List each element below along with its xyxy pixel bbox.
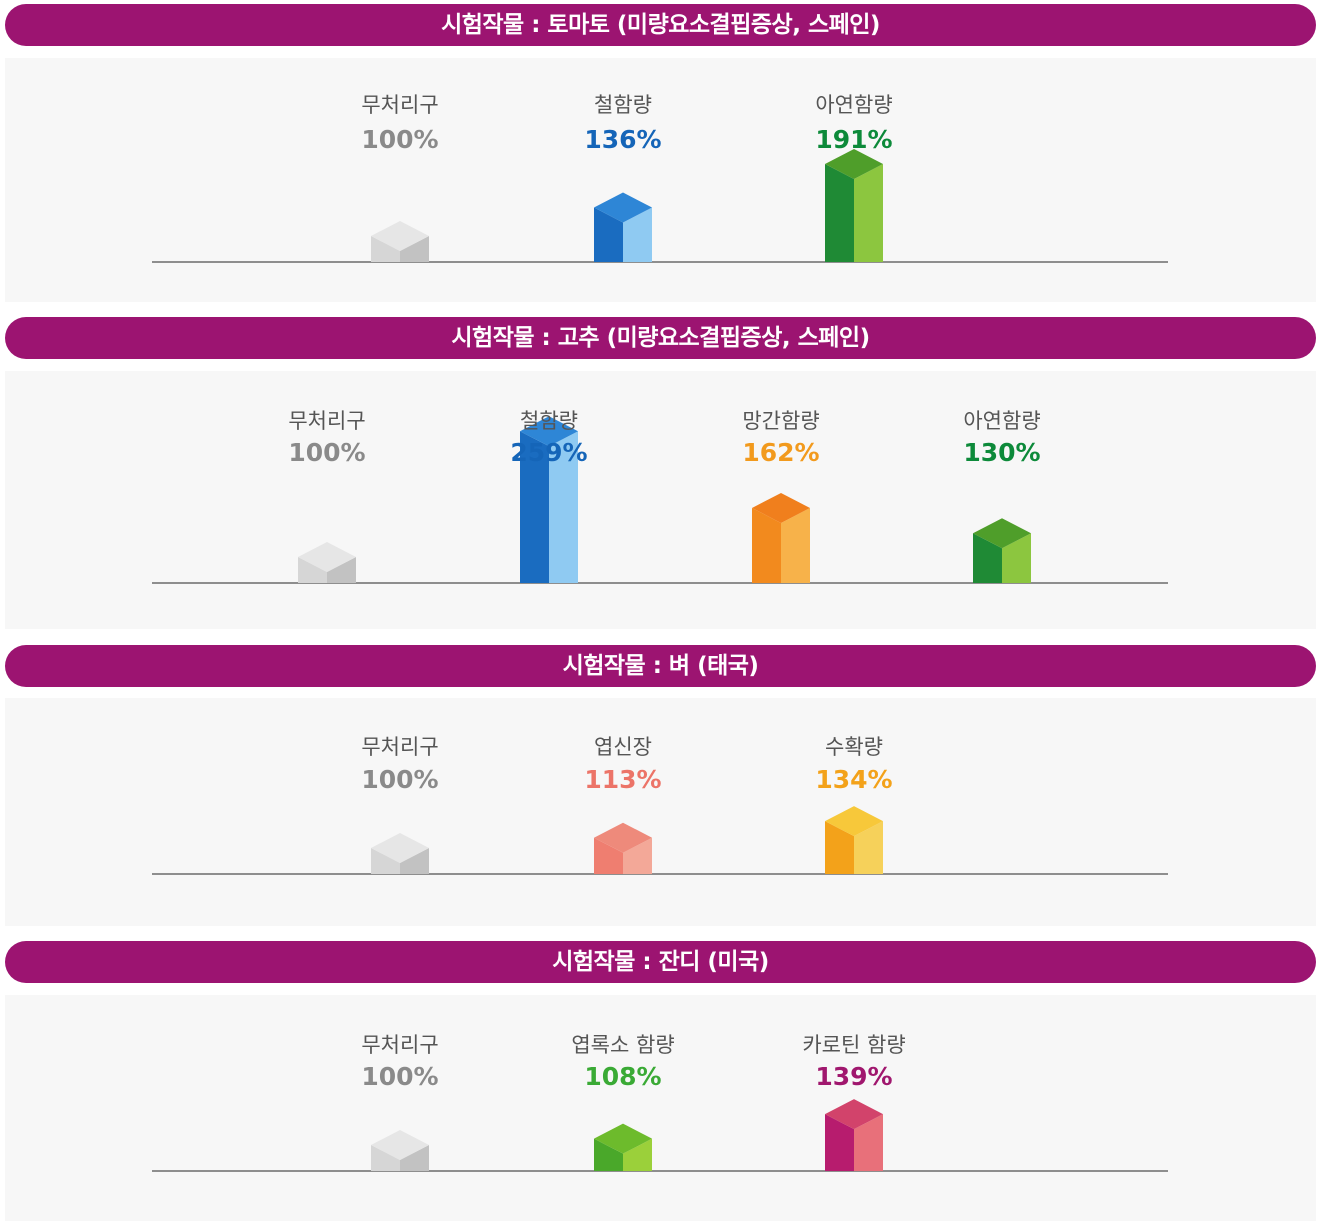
value-label: 100% [361, 1062, 438, 1091]
value-label: 134% [815, 765, 892, 794]
value-label: 100% [361, 125, 438, 154]
value-label: 108% [584, 1062, 661, 1091]
category-label: 철함량 [594, 93, 652, 117]
bar-face-left [371, 848, 400, 874]
bar-face-top [594, 192, 652, 223]
bar-face-top [973, 518, 1031, 549]
chart-title-3: 시험작물 : 벼 (태국) [5, 645, 1316, 687]
value-label: 259% [510, 438, 587, 467]
bar-4 [973, 518, 1031, 583]
bar-face-left [298, 557, 327, 583]
bar-face-right [327, 557, 356, 583]
bar-face-left [520, 431, 549, 583]
value-label: 191% [815, 125, 892, 154]
value-label: 130% [963, 438, 1040, 467]
bar-face-left [973, 533, 1002, 583]
category-label: 엽신장 [594, 735, 652, 759]
chart-panel-1: 무처리구 100% 철함량 136% 아연함량 191% [5, 58, 1316, 302]
value-label: 139% [815, 1062, 892, 1091]
bar-face-top [371, 221, 429, 251]
bar-face-right [781, 507, 810, 583]
bar-face-top [594, 1123, 652, 1154]
bar-2 [594, 192, 652, 262]
bar-face-right [623, 837, 652, 874]
bar-face-right [1002, 533, 1031, 583]
bar-2 [520, 416, 578, 583]
bar-3 [825, 1099, 883, 1171]
bar-chart-4: 무처리구 100% 엽록소 함량 108% 카로틴 함량 139% [152, 1033, 1168, 1172]
category-label: 무처리구 [361, 93, 438, 117]
bar-face-left [752, 507, 781, 583]
value-label: 100% [288, 438, 365, 467]
bar-face-top [371, 1130, 429, 1160]
bar-face-top [371, 833, 429, 863]
bar-2 [594, 1123, 652, 1171]
value-label: 113% [584, 765, 661, 794]
bar-face-right [623, 207, 652, 262]
category-label: 엽록소 함량 [571, 1033, 674, 1057]
bar-face-top [594, 822, 652, 853]
bar-face-right [854, 164, 883, 262]
bar-face-left [371, 236, 400, 262]
chart-panel-2: 무처리구 100% 철함량 259% 망간함량 162% 아연함량 130% [5, 371, 1316, 629]
bar-3 [752, 492, 810, 583]
bar-face-right [400, 1145, 429, 1171]
bar-face-top [825, 1099, 883, 1130]
bar-face-right [854, 1114, 883, 1171]
chart-title-2: 시험작물 : 고추 (미량요소결핍증상, 스페인) [5, 317, 1316, 359]
bar-1 [371, 1130, 429, 1171]
bar-face-right [400, 848, 429, 874]
bar-face-left [594, 1138, 623, 1171]
category-label: 망간함량 [742, 409, 819, 433]
bar-face-right [549, 431, 578, 583]
chart-panel-4: 무처리구 100% 엽록소 함량 108% 카로틴 함량 139% [5, 995, 1316, 1221]
bar-chart-3: 무처리구 100% 엽신장 113% 수확량 134% [152, 735, 1168, 875]
bar-face-top [825, 806, 883, 837]
bar-face-top [298, 542, 356, 572]
bar-3 [825, 149, 883, 262]
category-label: 철함량 [520, 409, 578, 433]
bar-face-left [371, 1145, 400, 1171]
category-label: 아연함량 [815, 93, 892, 117]
chart-title-1: 시험작물 : 토마토 (미량요소결핍증상, 스페인) [5, 4, 1316, 46]
bar-1 [298, 542, 356, 583]
bar-chart-1: 무처리구 100% 철함량 136% 아연함량 191% [152, 93, 1168, 263]
chart-panel-3: 무처리구 100% 엽신장 113% 수확량 134% [5, 698, 1316, 926]
category-label: 아연함량 [963, 409, 1040, 433]
bar-face-right [623, 1138, 652, 1171]
category-label: 카로틴 함량 [802, 1033, 905, 1057]
bar-face-left [825, 1114, 854, 1171]
category-label: 무처리구 [361, 1033, 438, 1057]
bar-3 [825, 806, 883, 874]
bar-face-left [594, 207, 623, 262]
bar-2 [594, 822, 652, 874]
bar-face-right [854, 821, 883, 874]
bar-face-top [752, 492, 810, 523]
chart-title-4: 시험작물 : 잔디 (미국) [5, 941, 1316, 983]
bar-1 [371, 221, 429, 262]
bar-face-right [400, 236, 429, 262]
bar-1 [371, 833, 429, 874]
value-label: 100% [361, 765, 438, 794]
value-label: 162% [742, 438, 819, 467]
category-label: 무처리구 [361, 735, 438, 759]
bar-face-left [825, 164, 854, 262]
bar-chart-2: 무처리구 100% 철함량 259% 망간함량 162% 아연함량 130% [152, 409, 1168, 584]
bar-face-left [825, 821, 854, 874]
category-label: 무처리구 [288, 409, 365, 433]
category-label: 수확량 [825, 735, 883, 759]
bar-face-top [825, 149, 883, 179]
bar-face-top [520, 416, 578, 447]
value-label: 136% [584, 125, 661, 154]
bar-face-left [594, 837, 623, 874]
